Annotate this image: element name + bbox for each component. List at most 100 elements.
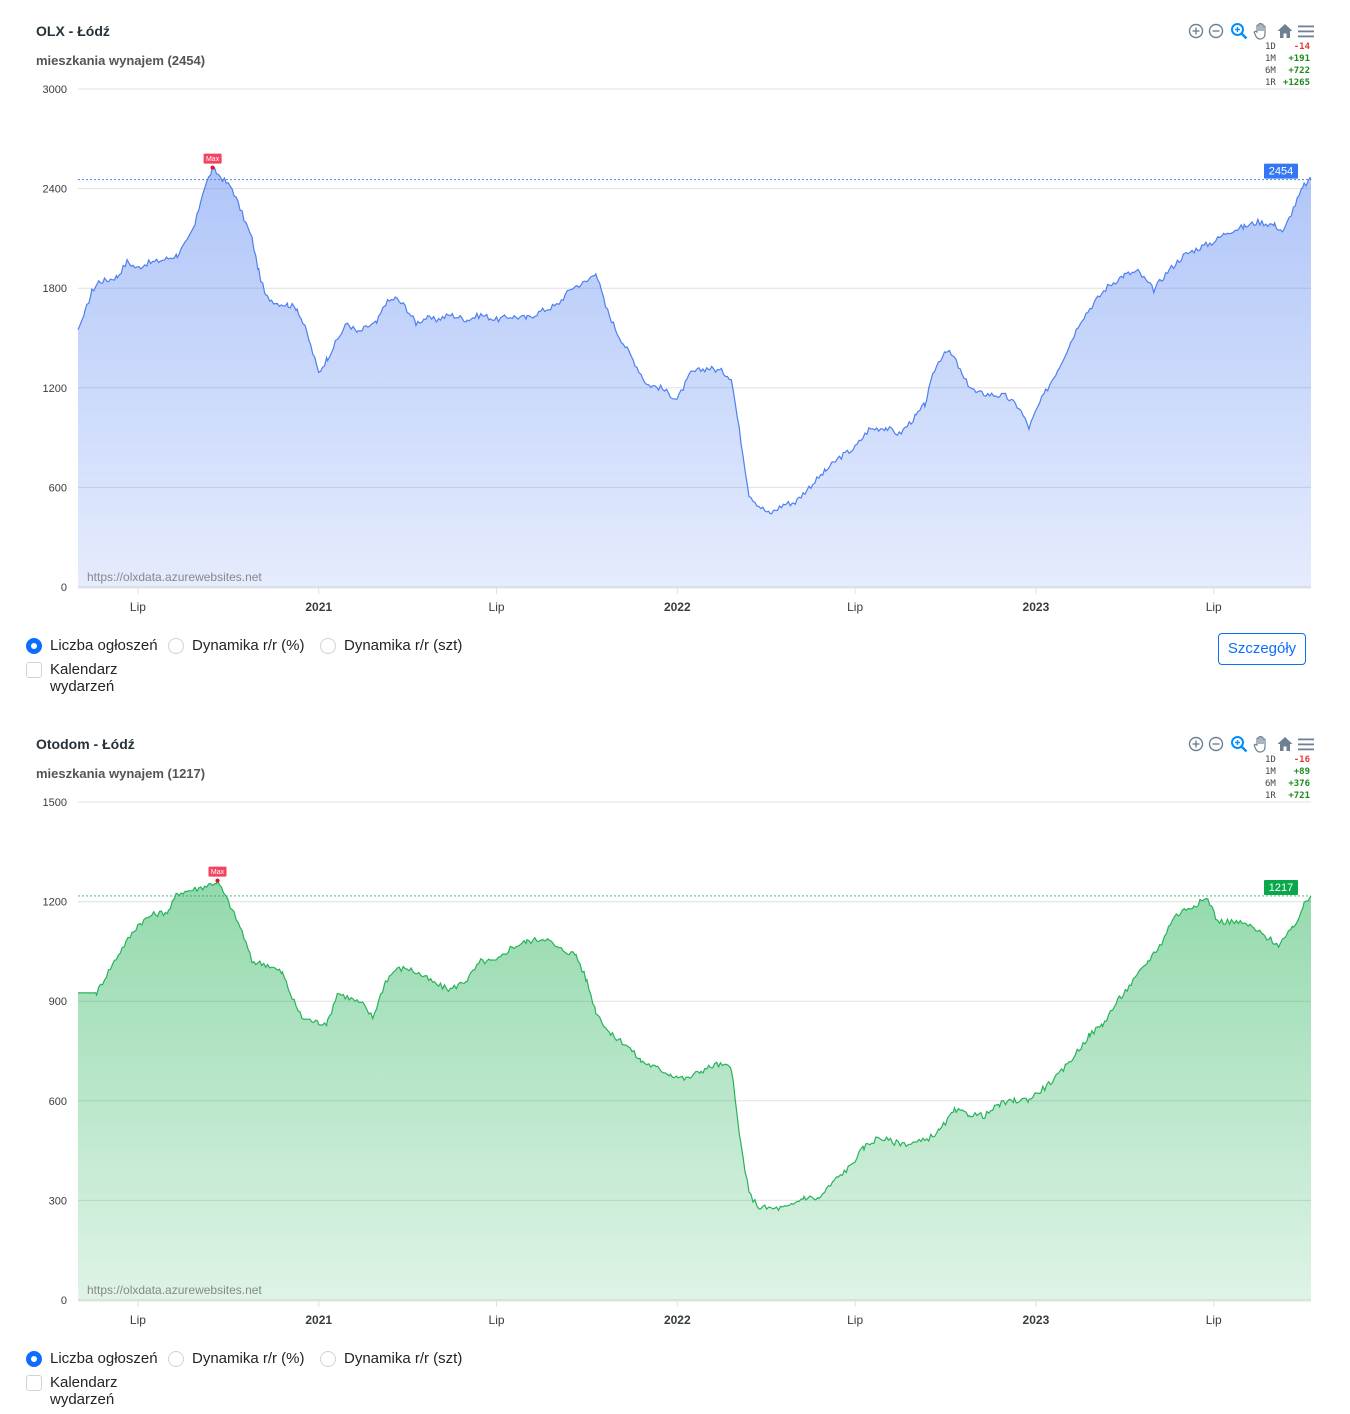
stat-row-1r: 1R +1265 [1262,77,1312,89]
radio-label[interactable]: Dynamika r/r (%) [192,637,305,654]
current-value-label: 2454 [1269,166,1293,178]
x-tick-label: Lip [1206,600,1222,614]
stat-value: +721 [1288,791,1310,801]
zoom-selection-icon[interactable] [1229,734,1249,754]
calendar-checkbox[interactable] [26,1375,42,1391]
y-tick-label: 3000 [43,84,67,96]
stat-row-6m: 6M +376 [1262,778,1312,790]
calendar-checkbox-label[interactable]: Kalendarz wydarzeń [50,1374,118,1408]
stat-label: 1M [1265,54,1276,64]
stat-label: 6M [1265,66,1276,76]
y-tick-label: 1200 [43,383,67,395]
max-marker-badge [208,866,227,877]
stat-label: 1D [1265,42,1276,52]
current-value-badge [1264,163,1298,179]
zoom-in-icon[interactable] [1186,734,1206,754]
stat-row-1r: 1R +721 [1262,790,1312,802]
series-line [78,878,1312,1212]
stat-label: 1M [1265,767,1276,777]
calendar-checkbox[interactable] [26,662,42,678]
stat-label: 1D [1265,755,1276,765]
pan-hand-icon[interactable] [1251,734,1271,754]
menu-hamburger-icon[interactable] [1296,734,1316,754]
radio-dynamika-procent[interactable] [168,638,184,654]
x-tick-label: 2022 [664,1313,691,1327]
radio-dynamika-szt[interactable] [320,638,336,654]
x-tick-label: Lip [847,1313,863,1327]
pan-hand-icon[interactable] [1251,21,1271,41]
x-tick-label: Lip [489,600,505,614]
details-button[interactable]: Szczegóły [1218,633,1306,665]
zoom-selection-icon[interactable] [1229,21,1249,41]
series-area [78,880,1311,1300]
chart-title: OLX - Łódź [36,23,110,39]
calendar-checkbox-label[interactable]: Kalendarz wydarzeń [50,661,118,695]
home-reset-icon[interactable] [1275,734,1295,754]
y-tick-label: 0 [61,582,67,594]
y-tick-label: 600 [49,1096,67,1108]
stat-row-1m: 1M +89 [1262,766,1312,778]
zoom-out-icon[interactable] [1206,21,1226,41]
x-tick-label: 2021 [305,1313,332,1327]
chart-subtitle: mieszkania wynajem (2454) [36,53,206,68]
watermark: https://olxdata.azurewebsites.net [87,1283,262,1297]
max-marker-dot [210,165,215,170]
menu-hamburger-icon[interactable] [1296,21,1316,41]
series-area [78,166,1311,588]
series-line [77,165,1312,515]
max-marker-badge [203,153,222,164]
change-stats: 1D -14 1M +191 6M +722 1R +1265 [1262,41,1312,89]
y-tick-label: 900 [49,996,67,1008]
chart-panel-otodom: 0 300 600 900 1200 1500 Lip 2021 Lip 2022 Lip 2023 L… [0,713,1350,1413]
home-reset-icon[interactable] [1275,21,1295,41]
stat-row-6m: 6M +722 [1262,65,1312,77]
y-tick-label: 600 [49,482,67,494]
current-value-badge [1264,879,1298,895]
x-tick-label: 2023 [1023,600,1050,614]
stat-value: +191 [1288,54,1310,64]
stat-value: +1265 [1282,78,1310,88]
stat-row-1m: 1M +191 [1262,53,1312,65]
x-tick-label: 2022 [664,600,691,614]
stat-value: +722 [1288,66,1310,76]
radio-liczba-ogloszen[interactable] [26,1351,42,1367]
stat-row-1d: 1D -14 [1262,41,1312,53]
stat-label: 1R [1265,791,1276,801]
radio-label[interactable]: Liczba ogłoszeń [50,637,158,654]
y-tick-label: 0 [61,1295,67,1307]
x-tick-label: Lip [1206,1313,1222,1327]
y-tick-label: 2400 [43,184,67,196]
radio-label[interactable]: Dynamika r/r (szt) [344,1350,463,1367]
chart-title: Otodom - Łódź [36,736,135,752]
chart-panel-olx: 0 600 1200 1800 2400 3000 Lip 2021 Lip 2022 Lip 202… [0,0,1350,700]
stat-value: +89 [1293,767,1310,777]
x-tick-label: Lip [130,600,146,614]
stat-value: -16 [1293,755,1310,765]
olx-area-chart[interactable]: 0 600 1200 1800 2400 3000 Lip 2021 Lip 2022 Lip 202… [0,0,1350,625]
x-tick-label: 2023 [1023,1313,1050,1327]
zoom-out-icon[interactable] [1206,734,1226,754]
stat-label: 1R [1265,78,1276,88]
current-value-label: 1217 [1269,882,1293,894]
radio-dynamika-szt[interactable] [320,1351,336,1367]
stat-value: -14 [1293,42,1310,52]
stat-label: 6M [1265,779,1276,789]
chart-toolbar [1186,21,1316,41]
x-tick-label: Lip [847,600,863,614]
radio-dynamika-procent[interactable] [168,1351,184,1367]
radio-label[interactable]: Dynamika r/r (%) [192,1350,305,1367]
max-marker-label: Max [211,869,225,876]
radio-label[interactable]: Dynamika r/r (szt) [344,637,463,654]
radio-liczba-ogloszen[interactable] [26,638,42,654]
x-tick-label: 2021 [305,600,332,614]
chart-subtitle: mieszkania wynajem (1217) [36,766,206,781]
stat-row-1d: 1D -16 [1262,754,1312,766]
chart-toolbar [1186,734,1316,754]
x-tick-label: Lip [130,1313,146,1327]
otodom-area-chart[interactable]: 0 300 600 900 1200 1500 Lip 2021 Lip 2022 Lip 2023 L… [0,713,1350,1338]
stat-value: +376 [1288,779,1310,789]
x-tick-label: Lip [489,1313,505,1327]
radio-label[interactable]: Liczba ogłoszeń [50,1350,158,1367]
zoom-in-icon[interactable] [1186,21,1206,41]
max-marker-dot [215,878,220,883]
